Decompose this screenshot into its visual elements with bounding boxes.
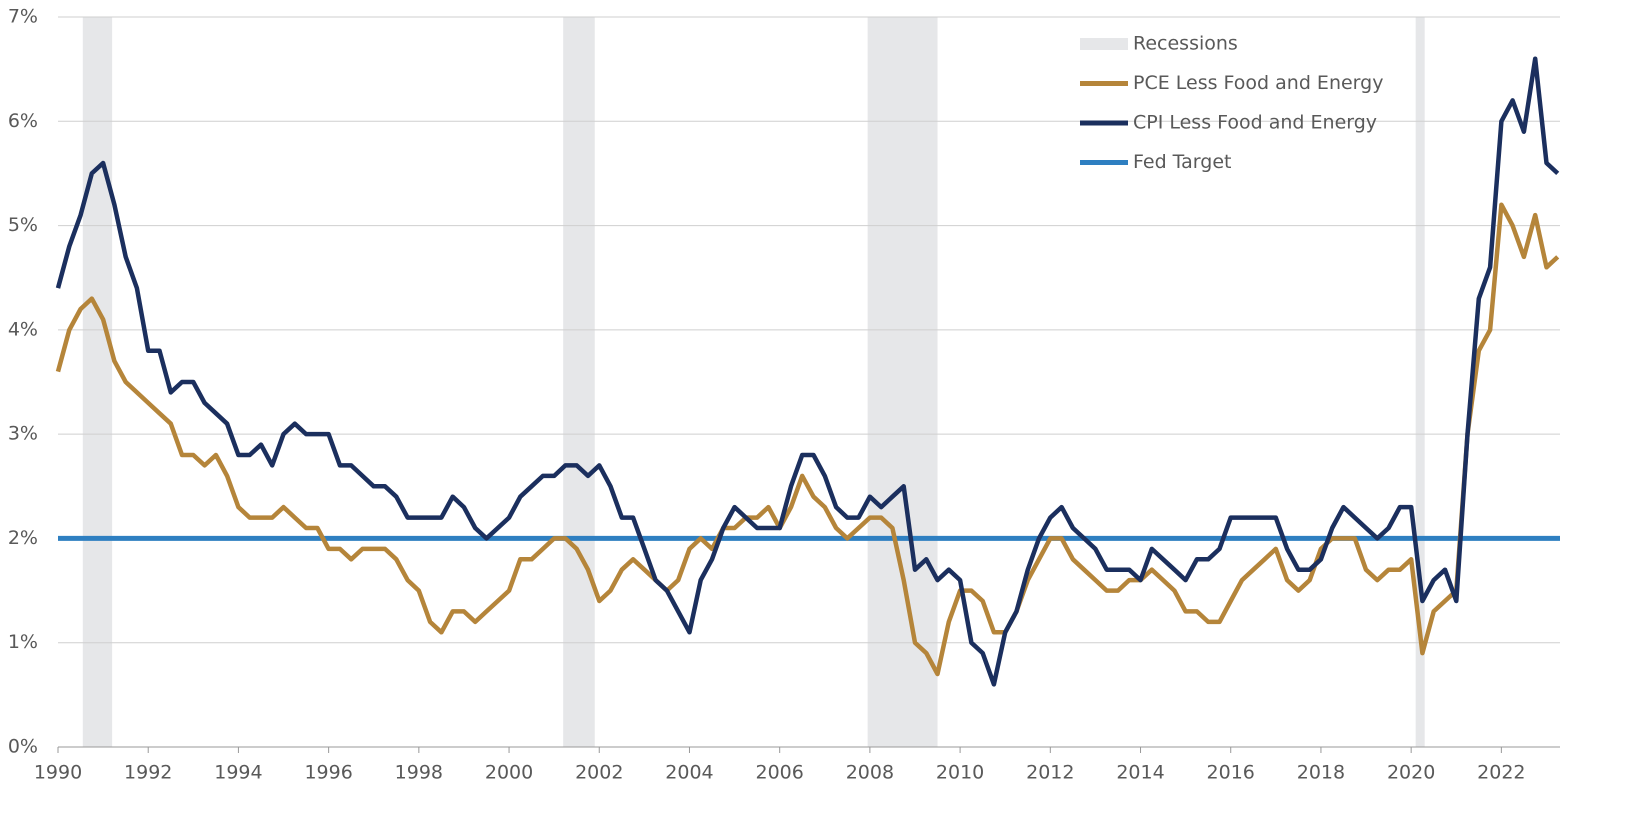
y-tick-label: 0% bbox=[8, 736, 38, 758]
x-tick-label: 2004 bbox=[665, 762, 713, 784]
x-tick-label: 1992 bbox=[124, 762, 172, 784]
legend-label: CPI Less Food and Energy bbox=[1133, 112, 1377, 134]
recession-band bbox=[82, 17, 113, 747]
x-tick-label: 1994 bbox=[214, 762, 262, 784]
legend-label: Recessions bbox=[1133, 33, 1238, 55]
x-tick-label: 2010 bbox=[936, 762, 984, 784]
y-tick-label: 4% bbox=[8, 318, 38, 340]
recession-band bbox=[563, 17, 595, 747]
y-tick-label: 7% bbox=[8, 6, 38, 28]
x-tick-label: 2016 bbox=[1207, 762, 1255, 784]
x-tick-label: 2022 bbox=[1477, 762, 1525, 784]
y-tick-label: 2% bbox=[8, 527, 38, 549]
x-tick-label: 1998 bbox=[395, 762, 443, 784]
x-tick-label: 2012 bbox=[1026, 762, 1074, 784]
x-tick-label: 2006 bbox=[756, 762, 804, 784]
x-tick-label: 1990 bbox=[34, 762, 82, 784]
y-tick-label: 3% bbox=[8, 423, 38, 445]
series-line bbox=[55, 202, 1560, 677]
x-tick-label: 1996 bbox=[304, 762, 352, 784]
y-tick-label: 1% bbox=[8, 631, 38, 653]
legend-label: Fed Target bbox=[1133, 151, 1231, 173]
recession-band bbox=[1415, 17, 1425, 747]
x-tick-label: 2014 bbox=[1116, 762, 1164, 784]
x-tick-label: 2020 bbox=[1387, 762, 1435, 784]
x-tick-label: 2000 bbox=[485, 762, 533, 784]
series-line bbox=[55, 56, 1560, 687]
recession-band bbox=[867, 17, 938, 747]
y-tick-label: 6% bbox=[8, 110, 38, 132]
x-tick-label: 2018 bbox=[1297, 762, 1345, 784]
x-tick-label: 2002 bbox=[575, 762, 623, 784]
x-tick-label: 2008 bbox=[846, 762, 894, 784]
y-tick-label: 5% bbox=[8, 214, 38, 236]
legend-label: PCE Less Food and Energy bbox=[1133, 72, 1383, 94]
legend-swatch bbox=[1080, 38, 1128, 50]
